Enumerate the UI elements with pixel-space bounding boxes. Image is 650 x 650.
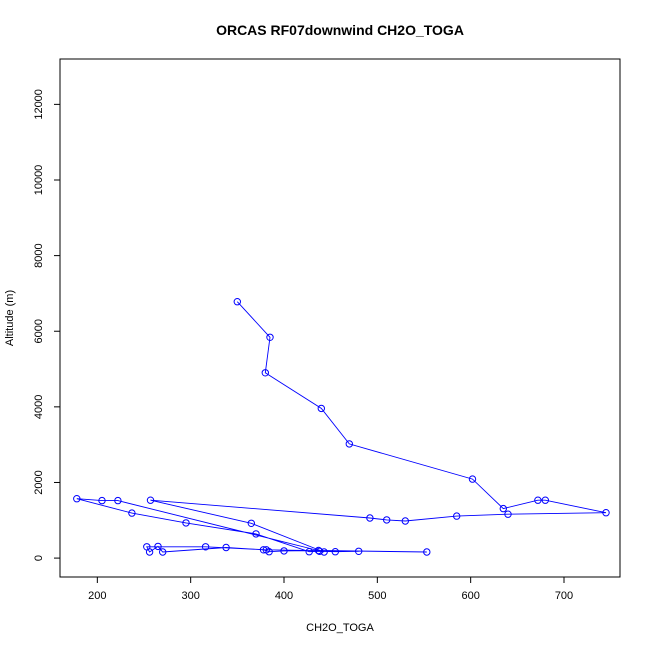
data-point bbox=[314, 546, 323, 555]
data-point bbox=[265, 548, 273, 556]
data-point bbox=[345, 440, 353, 448]
x-tick-label: 600 bbox=[461, 590, 479, 602]
chart-title: ORCAS RF07downwind CH2O_TOGA bbox=[216, 22, 464, 38]
data-point bbox=[280, 547, 288, 555]
data-point bbox=[602, 509, 610, 517]
y-axis-label: Altitude (m) bbox=[4, 290, 16, 346]
data-point bbox=[266, 333, 274, 341]
y-tick-label: 4000 bbox=[33, 395, 45, 419]
data-point bbox=[453, 512, 461, 520]
data-point bbox=[146, 496, 155, 504]
data-point bbox=[468, 475, 477, 483]
data-point bbox=[317, 404, 325, 413]
data-point bbox=[401, 517, 409, 525]
data-point bbox=[98, 496, 106, 505]
data-point bbox=[182, 519, 190, 527]
x-tick-label: 300 bbox=[181, 590, 199, 602]
data-point bbox=[233, 298, 242, 306]
y-tick-label: 2000 bbox=[33, 470, 45, 494]
y-tick-label: 10000 bbox=[33, 165, 45, 196]
data-point bbox=[154, 542, 162, 551]
data-point bbox=[541, 496, 549, 504]
data-point bbox=[504, 510, 512, 518]
x-tick-label: 500 bbox=[368, 590, 386, 602]
x-axis-label: CH2O_TOGA bbox=[306, 622, 374, 634]
x-axis: 200 300 400 500 600 700 bbox=[88, 576, 573, 602]
data-point bbox=[247, 519, 256, 527]
y-tick-label: 12000 bbox=[33, 89, 45, 120]
data-point bbox=[305, 548, 313, 556]
data-point bbox=[423, 548, 431, 556]
data-point bbox=[73, 495, 81, 503]
data-point bbox=[145, 548, 154, 556]
data-point bbox=[315, 547, 324, 555]
y-tick-label: 0 bbox=[33, 555, 45, 561]
data-point bbox=[331, 548, 339, 556]
data-point bbox=[114, 496, 122, 505]
y-axis: 0 2000 4000 6000 8000 10000 12000 bbox=[33, 89, 61, 561]
data-point bbox=[201, 543, 210, 551]
data-point bbox=[534, 496, 542, 504]
data-point bbox=[355, 547, 363, 555]
series-line bbox=[76, 301, 607, 553]
data-point bbox=[383, 516, 391, 524]
plot-frame bbox=[59, 58, 621, 578]
x-tick-label: 200 bbox=[88, 590, 106, 602]
data-point bbox=[261, 369, 269, 377]
data-point bbox=[128, 509, 136, 517]
x-tick-label: 400 bbox=[275, 590, 293, 602]
data-point bbox=[252, 530, 260, 538]
data-point bbox=[499, 504, 507, 513]
y-tick-label: 6000 bbox=[33, 319, 45, 343]
series-points bbox=[73, 298, 610, 556]
y-tick-label: 8000 bbox=[33, 243, 45, 267]
data-point bbox=[222, 543, 230, 552]
data-point bbox=[366, 514, 374, 522]
x-tick-label: 700 bbox=[555, 590, 573, 602]
series-path bbox=[76, 301, 607, 553]
data-point bbox=[159, 548, 167, 556]
